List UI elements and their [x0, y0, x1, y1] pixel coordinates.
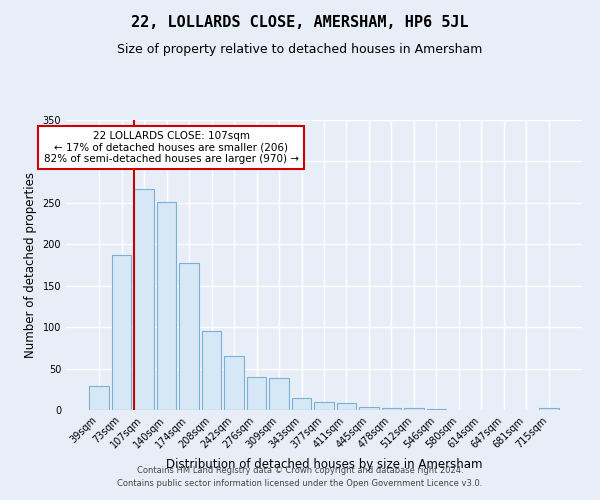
Bar — [337, 404, 356, 410]
Bar — [314, 402, 334, 410]
Bar — [134, 189, 154, 410]
Bar — [359, 406, 379, 410]
Bar — [112, 255, 131, 410]
Bar — [157, 202, 176, 410]
Bar — [247, 377, 266, 410]
Text: Size of property relative to detached houses in Amersham: Size of property relative to detached ho… — [118, 42, 482, 56]
Bar — [179, 262, 199, 410]
X-axis label: Distribution of detached houses by size in Amersham: Distribution of detached houses by size … — [166, 458, 482, 471]
Bar — [202, 332, 221, 410]
Text: Contains HM Land Registry data © Crown copyright and database right 2024.
Contai: Contains HM Land Registry data © Crown c… — [118, 466, 482, 487]
Text: 22 LOLLARDS CLOSE: 107sqm
← 17% of detached houses are smaller (206)
82% of semi: 22 LOLLARDS CLOSE: 107sqm ← 17% of detac… — [44, 131, 299, 164]
Bar — [382, 408, 401, 410]
Bar — [427, 409, 446, 410]
Y-axis label: Number of detached properties: Number of detached properties — [24, 172, 37, 358]
Bar — [269, 378, 289, 410]
Bar — [539, 408, 559, 410]
Bar — [89, 386, 109, 410]
Bar — [224, 356, 244, 410]
Text: 22, LOLLARDS CLOSE, AMERSHAM, HP6 5JL: 22, LOLLARDS CLOSE, AMERSHAM, HP6 5JL — [131, 15, 469, 30]
Bar — [404, 408, 424, 410]
Bar — [292, 398, 311, 410]
